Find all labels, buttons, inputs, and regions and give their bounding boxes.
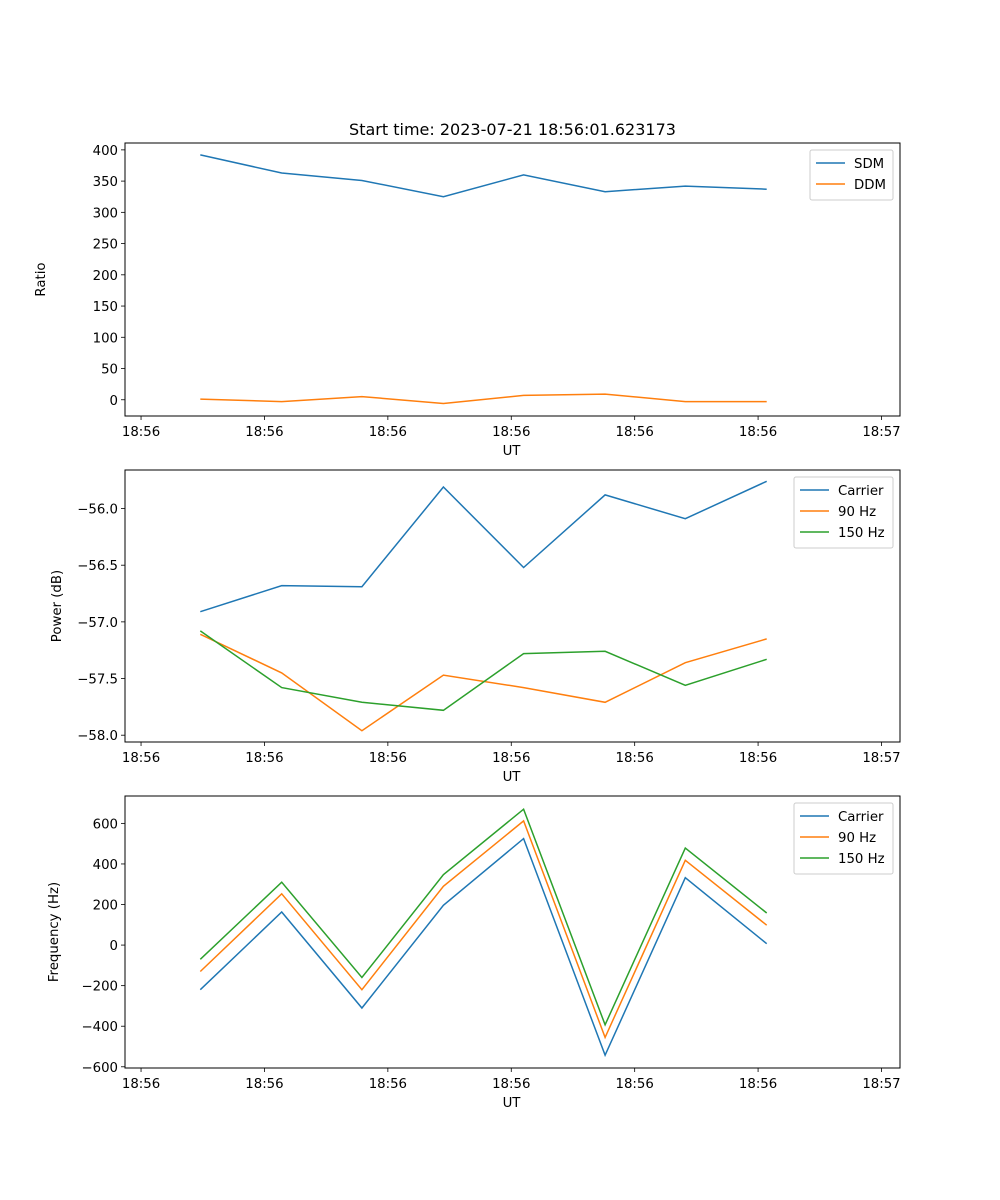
y-tick-label: 0 — [110, 939, 118, 954]
y-tick-label: 100 — [93, 331, 118, 346]
x-tick-label: 18:56 — [245, 425, 283, 440]
subplot-1: 18:56 18:56 18:56 18:56 18:56 18:56 18:57 0 50 10… — [34, 120, 901, 459]
axes-frame — [124, 142, 901, 417]
series-line-ddm — [200, 393, 767, 405]
x-tick-label: 18:56 — [245, 1077, 283, 1092]
x-tick-label: 18:56 — [492, 425, 530, 440]
legend-label: 90 Hz — [838, 831, 876, 846]
y-tick-label: −56.0 — [77, 503, 118, 518]
y-tick-label: 400 — [93, 858, 118, 873]
y-tick-label: −58.0 — [77, 729, 118, 744]
y-tick-label: 200 — [93, 269, 118, 284]
legend: SDM DDM — [809, 149, 894, 201]
y-axis-label: Power (dB) — [50, 570, 65, 642]
y-tick-label: 0 — [110, 394, 118, 409]
legend-label: Carrier — [838, 484, 884, 499]
y-tick-label: −200 — [81, 980, 118, 995]
y-tick-label: −56.5 — [77, 559, 118, 574]
series-line-90-hz — [199, 819, 768, 1040]
x-tick-label: 18:56 — [739, 751, 777, 766]
axes-frame — [124, 469, 901, 743]
y-tick-label: −400 — [81, 1020, 118, 1035]
legend-label: 150 Hz — [838, 852, 885, 867]
axes-frame — [124, 795, 901, 1069]
y-tick-label: 50 — [101, 363, 118, 378]
x-tick-label: 18:56 — [369, 1077, 407, 1092]
x-tick-label: 18:57 — [862, 1077, 900, 1092]
x-tick-label: 18:56 — [122, 425, 160, 440]
legend: Carrier 90 Hz 150 Hz — [793, 476, 894, 549]
y-tick-label: 200 — [93, 899, 118, 914]
series-line-carrier — [200, 480, 768, 613]
legend-label: DDM — [854, 178, 886, 193]
y-tick-label: 150 — [93, 300, 118, 315]
x-axis-label: UT — [503, 770, 522, 785]
x-tick-label: 18:56 — [616, 1077, 654, 1092]
x-tick-label: 18:56 — [616, 751, 654, 766]
y-axis-label: Frequency (Hz) — [47, 882, 62, 982]
legend-label: Carrier — [838, 810, 884, 825]
x-tick-label: 18:56 — [739, 1077, 777, 1092]
legend-box — [793, 476, 894, 549]
x-tick-label: 18:56 — [122, 1077, 160, 1092]
y-tick-label: 250 — [93, 238, 118, 253]
y-tick-label: −57.5 — [77, 673, 118, 688]
y-tick-label: 400 — [93, 144, 118, 159]
y-tick-label: 300 — [93, 206, 118, 221]
y-tick-label: 600 — [93, 817, 118, 832]
x-tick-label: 18:56 — [369, 751, 407, 766]
legend-box — [793, 802, 894, 875]
y-tick-label: 350 — [93, 175, 118, 190]
series-line-carrier — [199, 837, 768, 1058]
x-tick-label: 18:56 — [122, 751, 160, 766]
x-tick-label: 18:56 — [492, 751, 530, 766]
x-tick-label: 18:57 — [862, 425, 900, 440]
x-tick-label: 18:56 — [369, 425, 407, 440]
legend-label: 150 Hz — [838, 526, 885, 541]
y-tick-label: −600 — [81, 1061, 118, 1076]
x-axis-label: UT — [503, 1096, 522, 1111]
subplot-3: 18:56 18:56 18:56 18:56 18:56 18:56 18:57 −600 −… — [47, 795, 901, 1111]
legend-label: 90 Hz — [838, 505, 876, 520]
x-tick-label: 18:56 — [739, 425, 777, 440]
x-axis-label: UT — [503, 444, 522, 459]
y-axis-label: Ratio — [34, 262, 49, 296]
y-tick-label: −57.0 — [77, 616, 118, 631]
chart-title: Start time: 2023-07-21 18:56:01.623173 — [349, 120, 676, 139]
series-line-150-hz — [199, 807, 768, 1027]
x-tick-label: 18:56 — [616, 425, 654, 440]
legend: Carrier 90 Hz 150 Hz — [793, 802, 894, 875]
subplot-2: 18:56 18:56 18:56 18:56 18:56 18:56 18:57 −58.0… — [50, 469, 901, 785]
x-tick-label: 18:56 — [245, 751, 283, 766]
x-tick-label: 18:57 — [862, 751, 900, 766]
x-tick-label: 18:56 — [492, 1077, 530, 1092]
series-line-150-hz — [199, 630, 767, 712]
legend-label: SDM — [854, 157, 884, 172]
series-line-sdm — [200, 154, 767, 198]
